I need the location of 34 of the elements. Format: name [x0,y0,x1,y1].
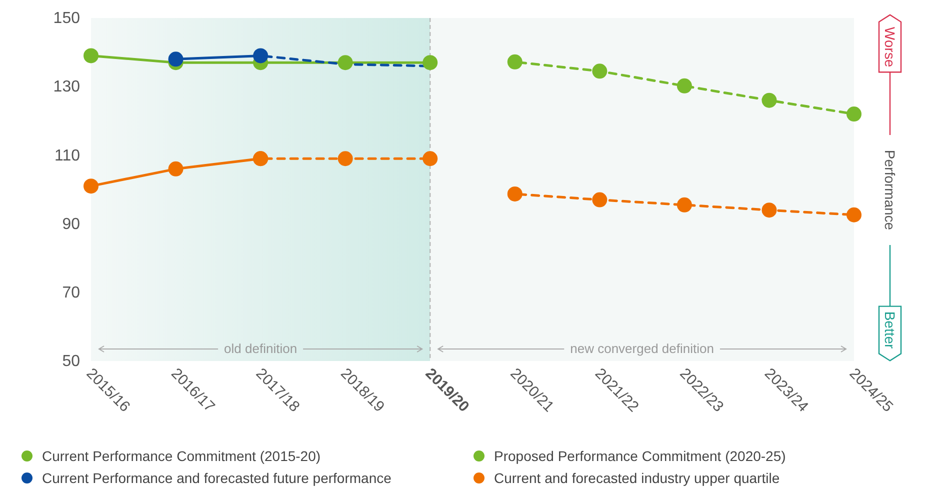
band-label: old definition [224,341,298,356]
y-tick-label: 70 [62,284,80,302]
y-tick-label: 110 [54,147,80,164]
point [253,48,268,64]
point [507,54,522,70]
point [422,151,438,166]
point [338,55,353,70]
point [507,186,522,202]
point [762,92,777,108]
point [762,202,777,218]
band-label: new converged definition [570,341,714,356]
y-tick-label: 130 [53,78,80,96]
point [846,106,862,122]
point [592,64,608,79]
point [84,48,98,64]
y-tick-label: 90 [62,216,80,233]
legend-label: Current Performance Commitment (2015-20) [42,448,321,464]
point [422,55,438,70]
point [592,192,608,208]
point [84,178,98,194]
y-tick-label: 50 [62,353,80,370]
annotation: Better [882,311,898,350]
legend-label: Current and forecasted industry upper quartile [494,470,780,486]
y-tick-label: 150 [53,10,80,28]
point [846,207,862,222]
legend-label: Proposed Performance Commitment (2020-25) [494,448,786,464]
point [168,161,184,176]
legend-label: Current Performance and forecasted future performance [42,470,392,486]
annotation: Performance [882,150,898,230]
annotation: Worse [882,26,898,68]
point [338,151,353,166]
point [676,197,692,212]
point [168,52,184,67]
point [676,78,692,94]
